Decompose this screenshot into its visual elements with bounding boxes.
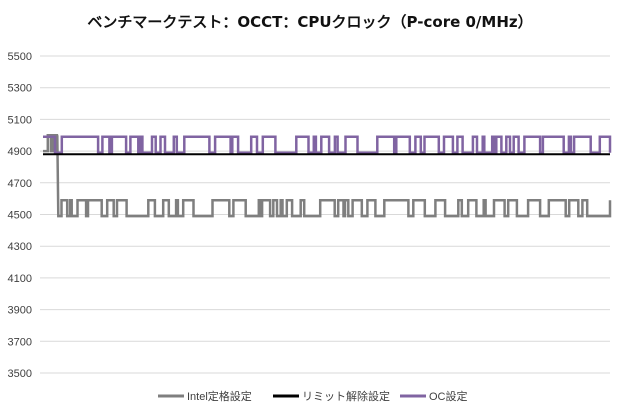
- legend-label: Intel定格設定: [187, 389, 252, 403]
- y-tick-label: 3500: [8, 368, 32, 380]
- y-tick-label: 4500: [8, 210, 32, 222]
- legend-label: OC設定: [429, 389, 468, 403]
- y-tick-label: 5300: [8, 83, 32, 95]
- y-tick-label: 5100: [8, 114, 32, 126]
- legend: Intel定格設定 リミット解除設定 OC設定: [158, 389, 468, 403]
- y-tick-label: 3900: [8, 305, 32, 317]
- y-tick-label: 4700: [8, 178, 32, 190]
- y-tick-label: 4100: [8, 273, 32, 285]
- legend-label: リミット解除設定: [302, 389, 390, 403]
- y-tick-label: 4900: [8, 146, 32, 158]
- grid-layer: [40, 55, 610, 374]
- y-tick-label: 5500: [8, 51, 32, 63]
- y-tick-label: 4300: [8, 241, 32, 253]
- series-line-intel-default: [43, 134, 612, 218]
- y-tick-label: 3700: [8, 336, 32, 348]
- series-layer: [43, 134, 612, 218]
- chart-title: ベンチマークテスト：OCCT：CPUクロック（P-core 0/MHz）: [87, 13, 532, 31]
- series-line-oc: [43, 135, 612, 154]
- y-axis-ticks: 3500 3700 3900 4100 4300 4500 4700 4900 5100 5300…: [8, 51, 32, 380]
